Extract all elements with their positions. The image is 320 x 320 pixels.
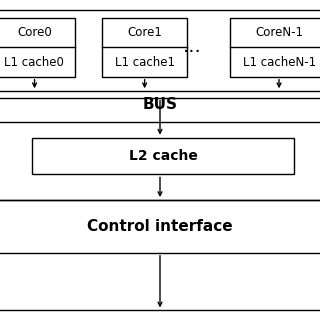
- Text: CoreN-1: CoreN-1: [255, 26, 303, 39]
- Bar: [0, 18, 75, 77]
- Bar: [230, 18, 320, 77]
- Text: L1 cache1: L1 cache1: [115, 55, 175, 68]
- Bar: [32, 138, 294, 174]
- Text: L2 cache: L2 cache: [129, 149, 198, 163]
- Text: L1 cacheN-1: L1 cacheN-1: [243, 55, 316, 68]
- Bar: [102, 18, 187, 77]
- Text: Core0: Core0: [17, 26, 52, 39]
- Text: ...: ...: [183, 37, 201, 56]
- Text: Control interface: Control interface: [87, 219, 233, 234]
- Text: Core1: Core1: [127, 26, 162, 39]
- Text: BUS: BUS: [142, 98, 178, 112]
- Text: L1 cache0: L1 cache0: [4, 55, 64, 68]
